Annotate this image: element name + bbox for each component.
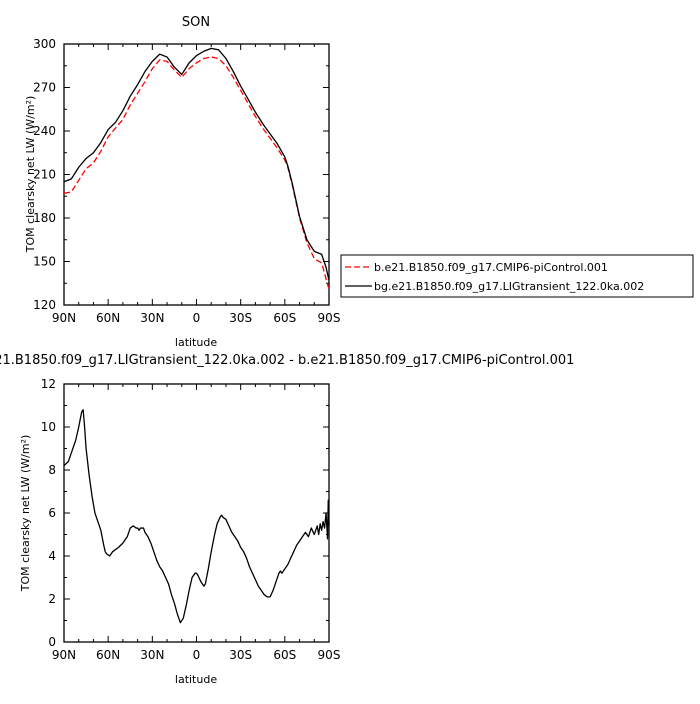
bottom-y-axis-title: TOM clearsky net LW (W/m²) (19, 435, 32, 593)
bottom-series-line-0 (63, 409, 330, 624)
top-x-tick-label: 90S (318, 311, 341, 325)
bottom-y-tick-labels: 0 2 4 6 8 10 12 (41, 377, 56, 649)
top-x-tick-labels: 90N 60N 30N 0 30S 60S 90S (52, 311, 341, 325)
top-plot-frame (63, 43, 330, 306)
bottom-y-tick-label: 6 (48, 506, 56, 520)
top-y-tick-label: 150 (33, 255, 56, 269)
bottom-plot-title: bg.e21.B1850.f09_g17.LIGtransient_122.0k… (0, 353, 574, 368)
top-y-tick-label: 120 (33, 298, 56, 312)
top-x-tick-label: 0 (193, 311, 201, 325)
bottom-y-tick-label: 2 (48, 592, 56, 606)
top-x-tick-label: 30N (140, 311, 164, 325)
top-x-axis-title: latitude (175, 336, 217, 349)
top-y-tick-label: 300 (33, 37, 56, 51)
bottom-y-tick-label: 8 (48, 463, 56, 477)
bottom-x-tick-label: 30N (140, 648, 164, 662)
bottom-x-tick-label: 30S (229, 648, 252, 662)
bottom-x-tick-label: 60N (96, 648, 120, 662)
bottom-y-tick-label: 0 (48, 635, 56, 649)
top-plot-series (63, 47, 330, 290)
top-y-tick-label: 210 (33, 168, 56, 182)
top-x-tick-label: 60S (273, 311, 296, 325)
bottom-plot-frame (63, 383, 330, 643)
bottom-x-tick-label: 0 (193, 648, 201, 662)
top-x-tick-label: 30S (229, 311, 252, 325)
legend: b.e21.B1850.f09_g17.CMIP6-piControl.001 … (340, 254, 694, 298)
top-y-tick-label: 180 (33, 211, 56, 225)
top-y-tick-label: 240 (33, 124, 56, 138)
top-y-tick-labels: 120 150 180 210 240 270 300 (33, 37, 56, 312)
top-plot-ticks (63, 43, 330, 306)
bottom-x-axis-title: latitude (175, 673, 217, 686)
bottom-plot-series (63, 409, 330, 624)
legend-label-control: b.e21.B1850.f09_g17.CMIP6-piControl.001 (374, 261, 608, 274)
bottom-panel: bg.e21.B1850.f09_g17.LIGtransient_122.0k… (0, 353, 574, 686)
top-y-axis-title: TOM clearsky net LW (W/m²) (24, 96, 37, 254)
bottom-x-tick-label: 90S (318, 648, 341, 662)
top-x-tick-label: 90N (52, 311, 76, 325)
top-panel: SON 120 150 180 210 240 270 300 90N 60N 30N 0 30S 6… (24, 15, 694, 349)
top-y-tick-label: 270 (33, 81, 56, 95)
bottom-plot-ticks (63, 383, 330, 643)
bottom-y-tick-label: 4 (48, 549, 56, 563)
bottom-x-tick-label: 60S (273, 648, 296, 662)
top-x-tick-label: 60N (96, 311, 120, 325)
bottom-y-tick-label: 10 (41, 420, 56, 434)
top-plot-title: SON (182, 15, 210, 30)
legend-label-lig: bg.e21.B1850.f09_g17.LIGtransient_122.0k… (374, 280, 644, 293)
bottom-y-tick-label: 12 (41, 377, 56, 391)
bottom-x-tick-labels: 90N 60N 30N 0 30S 60S 90S (52, 648, 341, 662)
top-series-line-1 (63, 47, 330, 281)
bottom-x-tick-label: 90N (52, 648, 76, 662)
legend-box (340, 254, 694, 298)
